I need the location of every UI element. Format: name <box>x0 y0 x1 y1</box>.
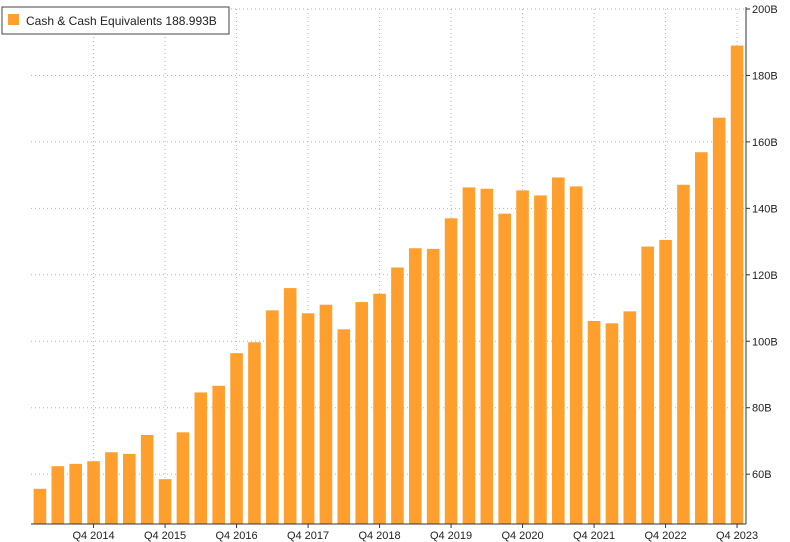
legend: Cash & Cash Equivalents 188.993B <box>1 6 230 35</box>
bar <box>677 184 690 524</box>
y-tick-label: 180B <box>752 70 778 82</box>
x-tick-label: Q4 2016 <box>215 530 257 542</box>
y-tick-label: 160B <box>752 137 778 149</box>
bar <box>248 342 261 524</box>
bar <box>391 267 404 524</box>
x-tick-label: Q4 2019 <box>430 530 472 542</box>
x-tick-label: Q4 2014 <box>72 530 114 542</box>
bar <box>301 313 315 524</box>
legend-label: Cash & Cash Equivalents 188.993B <box>26 14 217 28</box>
bar <box>140 434 154 524</box>
x-tick-label: Q4 2021 <box>573 530 615 542</box>
bar <box>283 288 297 524</box>
bar <box>194 392 208 524</box>
bar <box>480 188 494 524</box>
bar <box>337 329 351 524</box>
bar <box>87 461 100 524</box>
y-tick-label: 120B <box>752 270 778 282</box>
bar <box>230 353 243 524</box>
x-tick-label: Q4 2018 <box>358 530 400 542</box>
bar <box>569 186 583 524</box>
bar <box>409 248 422 524</box>
bar <box>123 453 136 524</box>
legend-swatch <box>8 14 19 25</box>
bar <box>426 248 440 524</box>
legend-series-name: Cash & Cash Equivalents <box>26 14 162 28</box>
bar <box>623 311 637 524</box>
bar <box>212 385 225 524</box>
bar <box>605 323 619 524</box>
x-tick-label: Q4 2022 <box>644 530 686 542</box>
bar <box>373 293 386 524</box>
bar <box>695 152 708 524</box>
x-tick-label: Q4 2017 <box>287 530 329 542</box>
bar <box>51 466 65 524</box>
x-tick-label: Q4 2020 <box>501 530 543 542</box>
bar <box>462 187 476 524</box>
bar <box>105 452 118 524</box>
bar <box>587 320 601 524</box>
y-tick-label: 60B <box>752 469 772 481</box>
bar <box>659 239 672 524</box>
bar <box>552 177 565 524</box>
bar <box>69 463 82 524</box>
bar <box>33 488 47 524</box>
bar <box>176 432 190 524</box>
legend-series-value: 188.993B <box>165 14 216 28</box>
bar <box>641 246 654 524</box>
x-tick-label: Q4 2023 <box>716 530 758 542</box>
bar <box>444 218 458 525</box>
x-tick-label: Q4 2015 <box>144 530 186 542</box>
bar <box>158 479 172 524</box>
bar <box>534 195 547 524</box>
y-tick-label: 100B <box>752 336 778 348</box>
bar <box>712 117 726 525</box>
y-tick-label: 140B <box>752 203 778 215</box>
bar <box>498 213 511 525</box>
bar <box>516 190 529 524</box>
bar <box>730 45 744 524</box>
y-tick-label: 80B <box>752 403 772 415</box>
legend-box <box>1 6 230 35</box>
axes: 60B 80B 100B 120B 140B 160B 180B 200B Q4 2014 Q4 … <box>31 4 778 542</box>
y-tick-label: 200B <box>752 4 778 16</box>
bar <box>319 304 333 524</box>
bar <box>355 302 368 524</box>
bar <box>266 310 279 524</box>
bars <box>33 45 744 525</box>
